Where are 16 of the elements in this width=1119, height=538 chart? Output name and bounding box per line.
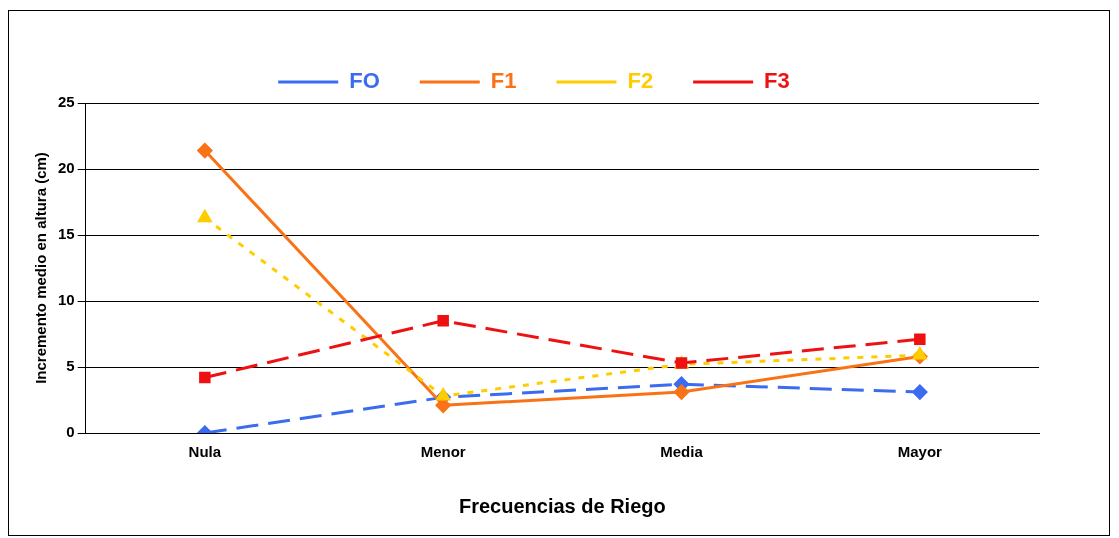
legend-label: FO [349,68,380,94]
y-tick-label: 0 [66,423,75,441]
y-tick-label: 20 [58,159,75,177]
x-tick-label: Mayor [897,443,943,461]
legend-label: F2 [627,68,654,94]
y-tick-label: 5 [66,357,75,375]
legend-label: F1 [490,68,517,94]
x-tick-label: Media [660,443,704,461]
y-tick-label: 10 [58,291,75,309]
x-tick-label: Nula [188,443,222,461]
legend-label: F3 [764,68,790,94]
y-tick-label: 25 [58,93,75,111]
x-tick-label: Menor [420,443,466,461]
x-axis-title: Frecuencias de Riego [458,494,666,517]
y-tick-label: 15 [58,225,75,243]
y-axis-title: Incremento medio en altura (cm) [32,152,50,384]
